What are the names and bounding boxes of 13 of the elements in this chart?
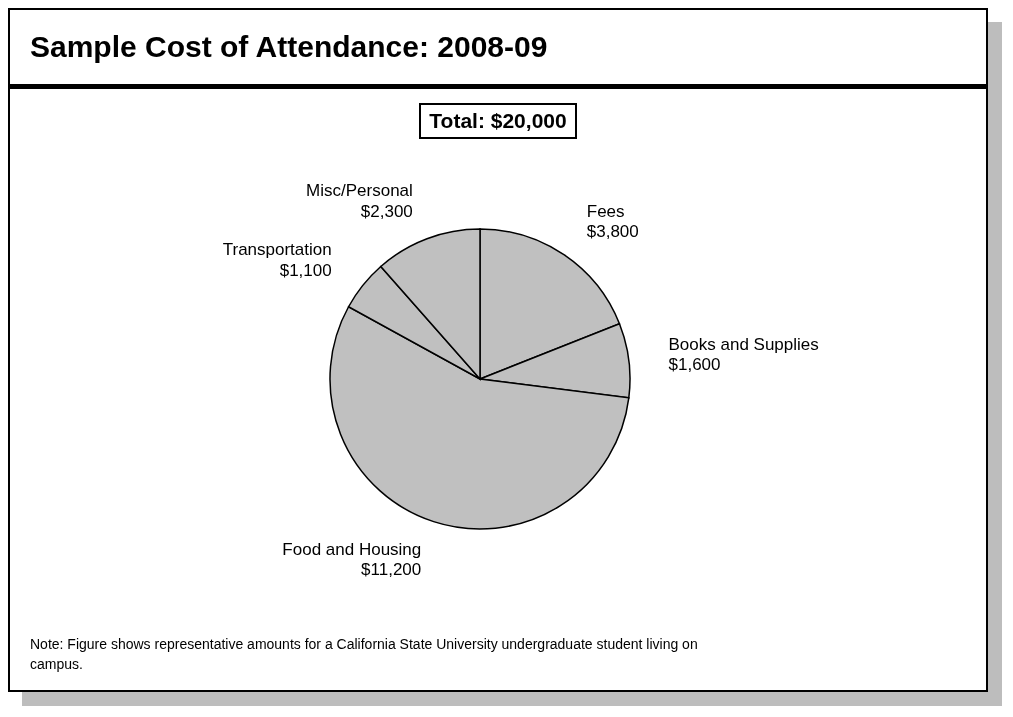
- data-label: $2,300: [360, 201, 413, 221]
- data-label: $1,600: [668, 355, 721, 375]
- slice-label: Misc/Personal: [306, 181, 413, 201]
- data-label: $3,800: [586, 222, 639, 242]
- chart-title: Sample Cost of Attendance: 2008-09: [10, 10, 986, 89]
- slice-label: Books and Supplies: [668, 335, 819, 355]
- text: Total: $20,000: [419, 103, 577, 139]
- slice-label: Fees: [586, 201, 625, 221]
- data-label: $1,100: [279, 260, 332, 280]
- slice-label: Food and Housing: [282, 539, 422, 559]
- text: Note: Figure shows representative amounts for a California State University undergraduate student living on campus.: [30, 635, 699, 674]
- data-label: $11,200: [361, 560, 422, 579]
- slice-label: Transportation: [222, 240, 332, 260]
